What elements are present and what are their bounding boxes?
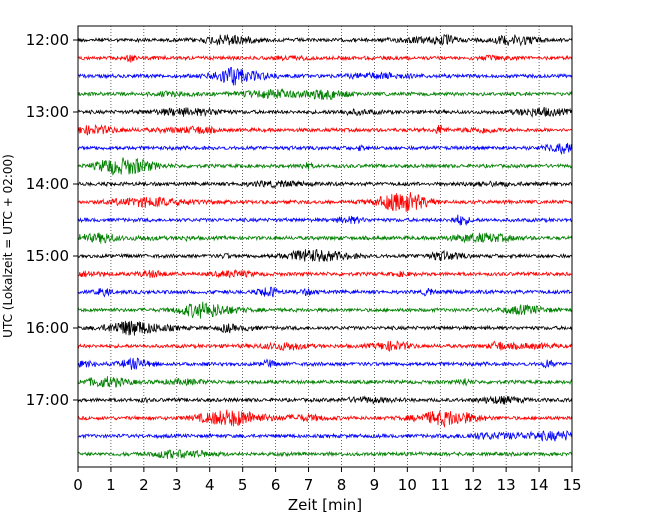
x-tick-label: 7 (304, 476, 314, 494)
x-axis: 0 1 2 3 4 5 6 7 8 9 10 11 12 13 14 15 (73, 467, 582, 494)
seismic-trace (77, 54, 573, 63)
y-tick-label: 15:00 (26, 247, 69, 265)
seismic-trace (77, 106, 573, 118)
seismic-trace (77, 33, 573, 47)
x-tick-label: 9 (370, 476, 380, 494)
seismic-trace (77, 192, 573, 212)
seismic-trace (77, 320, 573, 336)
x-tick-label: 14 (530, 476, 549, 494)
plot-frame (77, 25, 573, 468)
x-tick-label: 3 (172, 476, 182, 494)
seismic-trace (77, 395, 573, 405)
y-tick-label: 17:00 (26, 391, 69, 409)
x-tick-label: 6 (271, 476, 281, 494)
seismic-trace (77, 67, 573, 86)
seismic-trace (77, 142, 573, 155)
x-axis-label: Zeit [min] (288, 496, 362, 514)
y-axis: 12:00 13:00 14:00 15:00 16:00 17:00 (26, 31, 78, 409)
seismic-trace (77, 232, 573, 244)
seismic-trace (77, 376, 573, 388)
x-tick-label: 8 (337, 476, 347, 494)
seismic-trace (77, 269, 572, 279)
x-tick-label: 11 (431, 476, 450, 494)
seismic-trace (77, 88, 573, 101)
traces (77, 33, 573, 460)
x-tick-label: 12 (464, 476, 483, 494)
seismic-trace (77, 157, 573, 176)
seismic-trace (77, 357, 572, 370)
seismic-trace (77, 214, 572, 227)
x-tick-label: 13 (497, 476, 516, 494)
seismic-trace (77, 449, 573, 460)
seismic-trace (77, 430, 573, 442)
y-axis-label: UTC (Lokalzeit = UTC + 02:00) (1, 154, 15, 338)
x-tick-label: 0 (73, 476, 83, 494)
seismic-trace (77, 179, 573, 189)
x-tick-label: 4 (205, 476, 215, 494)
seismic-trace (77, 124, 572, 136)
seismic-trace (77, 409, 573, 428)
seismic-trace (77, 286, 573, 298)
seismic-trace (77, 301, 573, 319)
x-tick-label: 5 (238, 476, 248, 494)
y-tick-label: 16:00 (26, 319, 69, 337)
y-tick-label: 13:00 (26, 103, 69, 121)
y-tick-label: 14:00 (26, 175, 69, 193)
x-tick-label: 15 (562, 476, 581, 494)
x-tick-label: 2 (139, 476, 149, 494)
x-tick-label: 10 (398, 476, 417, 494)
x-tick-label: 1 (106, 476, 116, 494)
seismic-trace (77, 249, 573, 263)
y-tick-label: 12:00 (26, 31, 69, 49)
seismic-trace (77, 340, 572, 352)
